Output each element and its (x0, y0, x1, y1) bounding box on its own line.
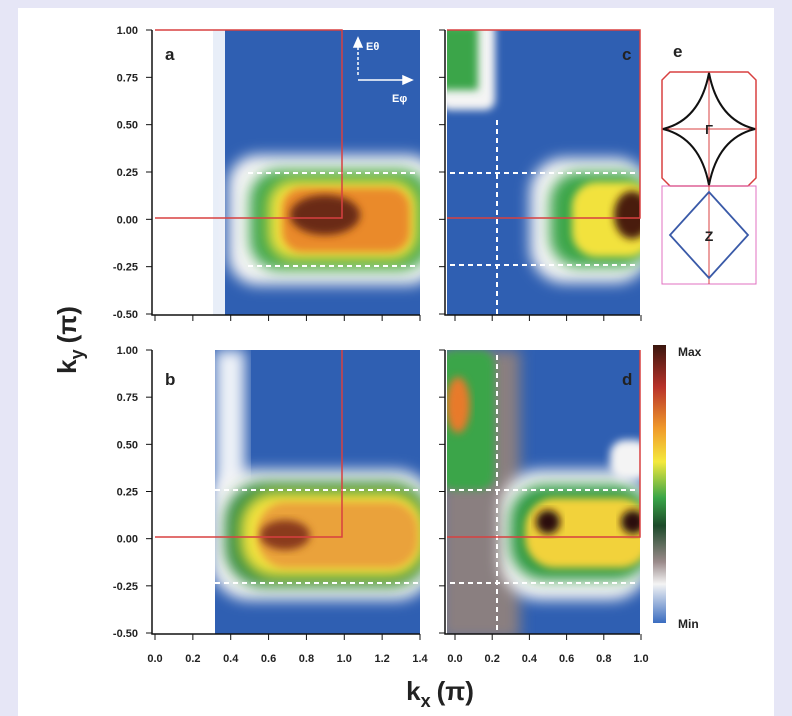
x-tick-label: 0.6 (559, 653, 574, 665)
z-label: Z (705, 228, 714, 244)
x-tick-label: 1.0 (337, 653, 352, 665)
figure: 1.00 0.75 0.50 0.25 0.00 -0.25 -0.50 1.00 0.75 0.… (0, 0, 792, 716)
y-axis-title: ky (π) (52, 306, 87, 374)
colorbar-max: Max (678, 345, 702, 359)
heatmap-b-ellipse (260, 520, 310, 550)
panel-label: e (673, 42, 682, 61)
x-axis-title: kx (π) (406, 676, 474, 711)
heatmap-a (200, 20, 440, 320)
panel-label: a (165, 45, 175, 64)
y-axis-sub: y (67, 349, 87, 359)
y-tick-label: 0.25 (117, 167, 138, 179)
x-tick-label: 0.2 (185, 653, 200, 665)
heatmap-a-ellipse (290, 195, 360, 235)
x-axis-main: k (406, 676, 421, 706)
y-tick-label: 0.00 (117, 214, 138, 226)
x-tick-label: 0.6 (261, 653, 276, 665)
y-tick-label: -0.50 (113, 309, 138, 321)
y-tick-label: 0.00 (117, 534, 138, 546)
y-tick-label: -0.25 (113, 581, 138, 593)
x-tick-label: 0.4 (522, 653, 538, 665)
page: 1.00 0.75 0.50 0.25 0.00 -0.25 -0.50 1.00 0.75 0.… (0, 0, 792, 716)
panel-label: c (622, 45, 631, 64)
y-tick-label: 1.00 (117, 345, 138, 357)
heatmap-c (440, 20, 652, 320)
gamma-label: Γ (705, 122, 713, 137)
x-tick-label: 0.0 (447, 653, 462, 665)
x-tick-label: 0.8 (299, 653, 314, 665)
y-tick-label: 0.50 (117, 439, 138, 451)
y-tick-label: -0.50 (113, 628, 138, 640)
x-tick-label: 0.4 (223, 653, 239, 665)
y-tick-label: 0.75 (117, 72, 138, 84)
colorbar (653, 345, 666, 623)
y-axis-main: k (52, 359, 82, 374)
x-tick-label: 0.8 (596, 653, 611, 665)
colorbar-min: Min (678, 617, 699, 631)
y-tick-label: 0.25 (117, 487, 138, 499)
y-tick-label: -0.25 (113, 262, 138, 274)
e-theta-label: Eθ (366, 41, 379, 53)
heatmap-a-rect (213, 30, 225, 315)
y-tick-label: 0.75 (117, 392, 138, 404)
panel-label: d (622, 370, 632, 389)
y-tick-label: 0.50 (117, 120, 138, 132)
x-tick-label: 0.2 (485, 653, 500, 665)
x-axis-unit: (π) (437, 676, 474, 706)
x-axis-sub: x (421, 691, 431, 711)
x-tick-label: 1.2 (374, 653, 389, 665)
x-tick-label: 1.4 (412, 653, 428, 665)
y-axis-unit: (π) (52, 306, 82, 343)
heatmap-d-ellipse (446, 377, 470, 433)
x-tick-label: 0.0 (147, 653, 162, 665)
x-tick-label: 1.0 (633, 653, 648, 665)
panel-label: b (165, 370, 175, 389)
e-phi-label: Eφ (392, 93, 407, 105)
y-tick-label: 1.00 (117, 25, 138, 37)
heatmap-d-circle (536, 510, 560, 534)
